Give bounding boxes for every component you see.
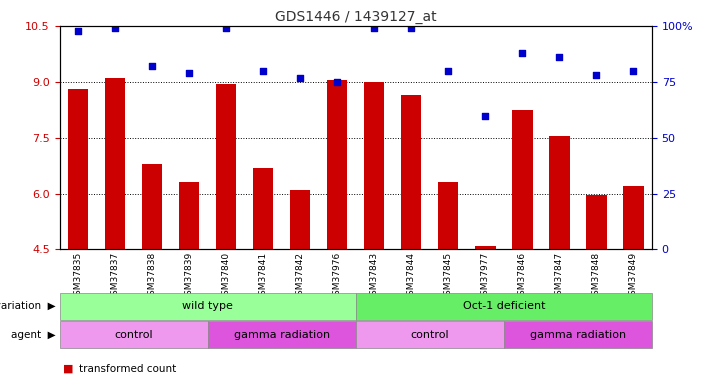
Bar (290, 190, 311, 249)
Point (294, 75, 306, 81)
Bar (623, 186, 644, 249)
Point (628, 68, 639, 74)
Text: gamma radiation: gamma radiation (233, 330, 329, 339)
Point (184, 70, 195, 76)
Bar (179, 183, 199, 249)
Text: gamma radiation: gamma radiation (530, 330, 626, 339)
Bar (142, 164, 163, 249)
Point (221, 26, 232, 32)
Point (591, 72, 602, 78)
Bar (327, 80, 348, 249)
Text: agent  ▶: agent ▶ (11, 330, 56, 339)
Text: control: control (411, 330, 449, 339)
Text: wild type: wild type (182, 301, 233, 311)
Bar (216, 84, 236, 249)
Text: control: control (114, 330, 153, 339)
Title: GDS1446 / 1439127_at: GDS1446 / 1439127_at (275, 10, 437, 24)
Point (147, 63, 158, 69)
Text: ■: ■ (63, 364, 74, 374)
Bar (512, 110, 533, 249)
Point (517, 50, 528, 56)
Text: genotype/variation  ▶: genotype/variation ▶ (0, 301, 56, 311)
Text: Oct-1 deficient: Oct-1 deficient (463, 301, 545, 311)
Point (72, 28, 83, 34)
Bar (549, 136, 569, 249)
Point (332, 79, 343, 85)
Bar (475, 246, 496, 249)
Bar (401, 95, 421, 249)
Point (109, 26, 121, 32)
Point (257, 68, 268, 74)
Bar (68, 90, 88, 249)
Bar (253, 168, 273, 249)
Bar (586, 195, 606, 249)
Point (369, 26, 380, 32)
Point (406, 26, 417, 32)
Point (554, 54, 565, 60)
Point (479, 112, 491, 118)
Bar (364, 82, 384, 249)
Bar (438, 183, 458, 249)
Text: transformed count: transformed count (79, 364, 176, 374)
Bar (105, 78, 125, 249)
Point (443, 68, 454, 74)
